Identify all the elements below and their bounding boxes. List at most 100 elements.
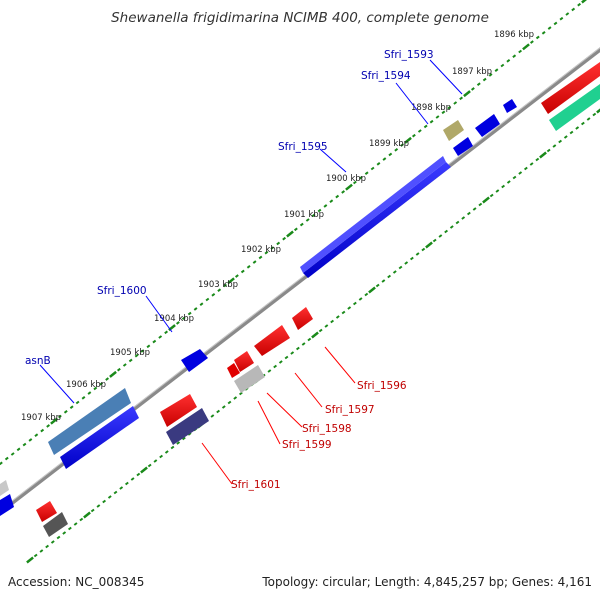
tick-mark [81,396,86,400]
tick-mark [335,194,340,199]
tick-mark [286,230,294,238]
tick-mark [50,417,58,425]
tick-mark [529,162,534,166]
gene-sfri-1593[interactable] [475,114,500,137]
tick-mark [311,331,319,339]
tick-mark [109,370,117,378]
tick-mark [293,227,298,232]
gene-olive[interactable] [443,120,464,141]
label-sfri-1600[interactable]: Sfri_1600 [97,285,147,297]
tick-mark [33,553,38,558]
tick-mark [387,274,392,279]
tick-mark [592,112,597,117]
tick-mark [558,139,563,144]
label-asnb[interactable]: asnB [25,355,51,367]
tick-label: 1902 kbp [241,245,281,255]
tick-mark [164,330,169,335]
tick-mark [264,250,269,255]
tick-mark [79,517,84,522]
gene-sfri-1597[interactable] [254,325,290,356]
tick-label: 1904 kbp [154,314,194,324]
tick-label: 1897 kbp [452,67,492,77]
tick-label: 1898 kbp [411,103,451,113]
tick-mark [417,129,422,133]
tick-mark [102,499,107,504]
tick-mark [438,234,443,238]
tick-mark [216,409,221,414]
tick-mark [221,405,226,409]
tick-mark [394,148,399,152]
gene-edge-blue[interactable] [0,494,14,516]
tick-mark [563,135,568,139]
tick-mark [124,481,129,486]
tick-mark [128,358,133,363]
tick-mark [476,82,481,86]
tick-mark [105,377,110,381]
label-sfri-1599[interactable]: Sfri_1599 [282,439,332,451]
tick-mark [90,508,95,513]
label-sfri-1595[interactable]: Sfri_1595 [278,141,328,153]
label-sfri-1601[interactable]: Sfri_1601 [231,479,281,491]
gene-red-left[interactable] [36,501,57,522]
tick-mark [57,414,62,419]
tick-mark [96,504,101,508]
label-sfri-1598[interactable]: Sfri_1598 [302,423,352,435]
tick-mark [494,68,499,72]
gene-sfri-1601[interactable] [166,408,209,445]
label-sfri-1597[interactable]: Sfri_1597 [325,404,375,416]
tick-mark [429,119,434,124]
gene-red-outer[interactable] [541,62,600,114]
gene-green-outer[interactable] [549,84,600,131]
gene-edge-gray[interactable] [0,480,9,496]
gene-asnb[interactable] [48,388,131,455]
tick-mark [392,270,397,274]
gene-sfri-1600[interactable] [181,349,208,372]
label-sfri-1594[interactable]: Sfri_1594 [361,70,411,82]
tick-mark [134,353,139,358]
tick-mark [46,424,51,428]
gene-sfri-1594[interactable] [453,137,473,156]
tick-mark [522,43,530,51]
tick-mark [425,241,433,249]
tick-mark [50,540,55,544]
gene-small-1[interactable] [503,99,517,113]
gene-forward-lower[interactable] [60,406,139,469]
tick-mark [234,274,239,278]
gene-red-tiny[interactable] [227,363,240,378]
tick-mark [441,110,446,115]
gene-gray-left[interactable] [43,512,68,537]
tick-mark [453,101,458,105]
tick-mark [381,279,386,283]
tick-mark [459,96,464,101]
tick-mark [482,77,487,82]
gene-sfri-1595[interactable] [300,156,451,278]
tick-mark [546,148,551,153]
tick-mark [529,40,534,44]
tick-mark [267,369,272,373]
tick-mark [240,269,245,274]
topology-text: Topology: circular; Length: 4,845,257 bp… [261,575,592,589]
tick-mark [45,544,50,549]
tick-label: 1900 kbp [326,174,366,184]
gene-sfri-1599[interactable] [234,365,265,393]
tick-mark [258,255,263,260]
label-sfri-1593[interactable]: Sfri_1593 [384,49,434,61]
tick-mark [299,222,304,227]
label-sfri-1596[interactable]: Sfri_1596 [357,380,407,392]
gene-sfri-1598[interactable] [234,351,254,372]
tick-mark [170,445,175,450]
tick-mark [565,12,570,16]
tick-mark [447,105,452,110]
tick-mark [40,428,45,433]
tick-mark [404,136,412,144]
tick-mark [324,324,329,328]
gene-red-mid[interactable] [160,394,197,427]
gene-sfri-1596[interactable] [292,307,313,330]
tick-mark [596,108,600,114]
tick-mark [323,204,328,208]
tick-label: 1906 kbp [66,380,106,390]
tick-mark [73,522,78,526]
tick-marks-inner [26,108,600,564]
tick-mark [34,433,39,437]
tick-mark [67,526,72,531]
